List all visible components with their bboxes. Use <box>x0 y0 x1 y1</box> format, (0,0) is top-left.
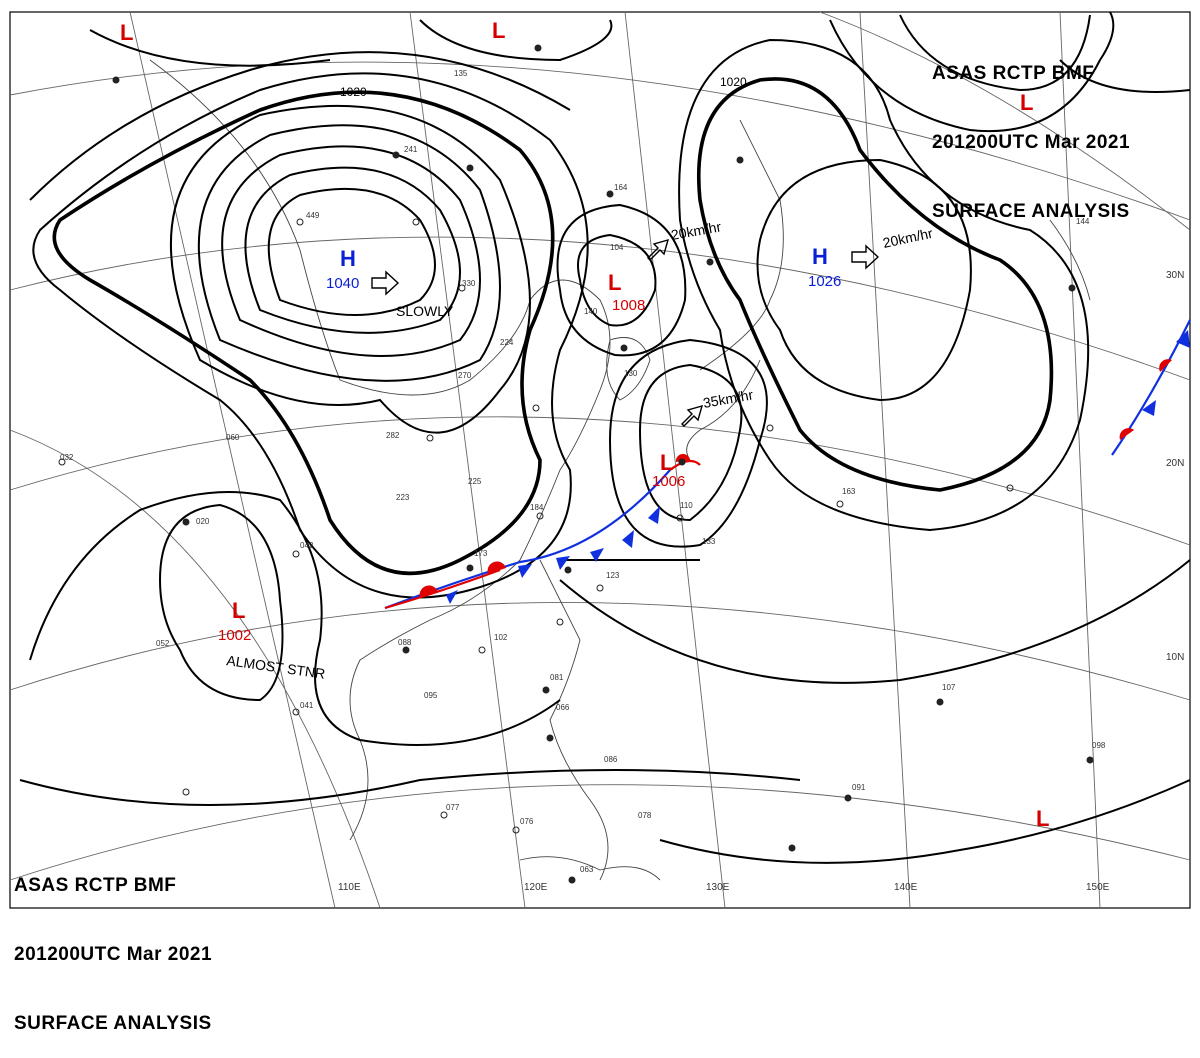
station-value: 076 <box>520 817 534 826</box>
station-value: 107 <box>942 683 956 692</box>
low-symbol: L <box>232 598 245 623</box>
motion-arrow-high-1026 <box>851 244 880 270</box>
station-value: 110 <box>680 501 693 510</box>
station-value: 052 <box>156 639 170 648</box>
longitude-labels: 110E 120E 130E 140E 150E <box>338 882 1110 893</box>
header-line-1: ASAS RCTP BMF <box>14 875 177 896</box>
station-value: 173 <box>474 549 488 558</box>
svg-text:L: L <box>1020 90 1033 115</box>
station-value: 020 <box>196 517 210 526</box>
svg-text:L: L <box>492 18 505 43</box>
station-value: 091 <box>852 783 866 792</box>
svg-text:20N: 20N <box>1166 458 1184 469</box>
low-pressure-value: 1006 <box>652 473 685 490</box>
station-value: 164 <box>614 183 628 192</box>
station-value: 066 <box>556 703 570 712</box>
high-pressure-value: 1026 <box>808 273 841 290</box>
station-value: 088 <box>398 638 412 647</box>
svg-text:150E: 150E <box>1086 882 1110 893</box>
station-value: 133 <box>702 537 716 546</box>
station-value: 104 <box>610 243 624 252</box>
svg-text:110E: 110E <box>338 882 361 893</box>
svg-text:L: L <box>1036 806 1049 831</box>
station-value: 140 <box>584 307 598 316</box>
isobar-label: 1020 <box>720 75 747 89</box>
station-value: 282 <box>386 431 400 440</box>
motion-arrow-low-1008 <box>647 238 670 261</box>
motion-label: SLOWLY <box>396 303 454 319</box>
isobars <box>19 11 1191 864</box>
header-line-2: 201200UTC Mar 2021 <box>932 132 1131 153</box>
station-value: 041 <box>300 701 314 710</box>
map-header-bottom-left: ASAS RCTP BMF 201200UTC Mar 2021 SURFACE… <box>14 828 212 1058</box>
map-frame <box>9 11 1191 909</box>
station-plots <box>58 44 1094 884</box>
header-line-1: ASAS RCTP BMF <box>932 63 1095 84</box>
header-line-2: 201200UTC Mar 2021 <box>14 944 213 965</box>
motion-arrow-high-1040 <box>371 270 400 296</box>
low-pressure-value: 1008 <box>612 297 645 314</box>
svg-text:140E: 140E <box>894 882 918 893</box>
map-header-top-right: ASAS RCTP BMF 201200UTC Mar 2021 SURFACE… <box>932 16 1130 246</box>
station-value: 144 <box>1076 217 1090 226</box>
low-symbol: L <box>660 450 673 475</box>
high-pressure-value: 1040 <box>326 275 359 292</box>
station-value: 078 <box>638 811 652 820</box>
station-value: 081 <box>550 673 564 682</box>
motion-arrow-low-1006 <box>681 404 704 427</box>
station-value: 123 <box>606 571 620 580</box>
low-pressure-value: 1002 <box>218 627 251 644</box>
station-value: 095 <box>424 691 438 700</box>
svg-text:130E: 130E <box>706 882 730 893</box>
station-value: 223 <box>396 493 410 502</box>
low-symbols-unlabeled: L L L L <box>120 18 1049 831</box>
high-symbol: H <box>812 244 828 269</box>
station-values: 449 330 282 270 241 225 224 223 184 173 … <box>60 69 1106 874</box>
station-value: 130 <box>624 369 638 378</box>
coastlines <box>149 59 1091 881</box>
station-value: 086 <box>604 755 618 764</box>
weather-map: 449 330 282 270 241 225 224 223 184 173 … <box>9 11 1191 909</box>
station-value: 077 <box>446 803 460 812</box>
svg-text:10N: 10N <box>1166 652 1184 663</box>
station-value: 449 <box>306 211 320 220</box>
station-value: 224 <box>500 338 514 347</box>
station-value: 135 <box>454 69 468 78</box>
high-symbol: H <box>340 246 356 271</box>
latitude-labels: 30N 20N 10N <box>1166 270 1184 663</box>
station-value: 042 <box>300 541 314 550</box>
isobar-label: 1020 <box>340 85 367 99</box>
station-value: 270 <box>458 371 472 380</box>
station-value: 330 <box>462 279 476 288</box>
station-value: 184 <box>530 503 544 512</box>
station-value: 163 <box>842 487 856 496</box>
svg-text:30N: 30N <box>1166 270 1184 281</box>
low-symbol: L <box>608 270 621 295</box>
stationary-front <box>384 469 671 610</box>
station-value: 225 <box>468 477 482 486</box>
station-value: 060 <box>226 433 240 442</box>
high-1040: H 1040 SLOWLY <box>326 246 454 319</box>
station-value: 241 <box>404 145 418 154</box>
svg-text:120E: 120E <box>524 882 548 893</box>
frontal-system-east <box>1111 319 1191 456</box>
station-value: 098 <box>1092 741 1106 750</box>
header-line-3: SURFACE ANALYSIS <box>14 1013 212 1034</box>
station-value: 063 <box>580 865 594 874</box>
station-value: 032 <box>60 453 74 462</box>
station-value: 102 <box>494 633 508 642</box>
svg-text:L: L <box>120 20 133 45</box>
header-line-3: SURFACE ANALYSIS <box>932 201 1130 222</box>
